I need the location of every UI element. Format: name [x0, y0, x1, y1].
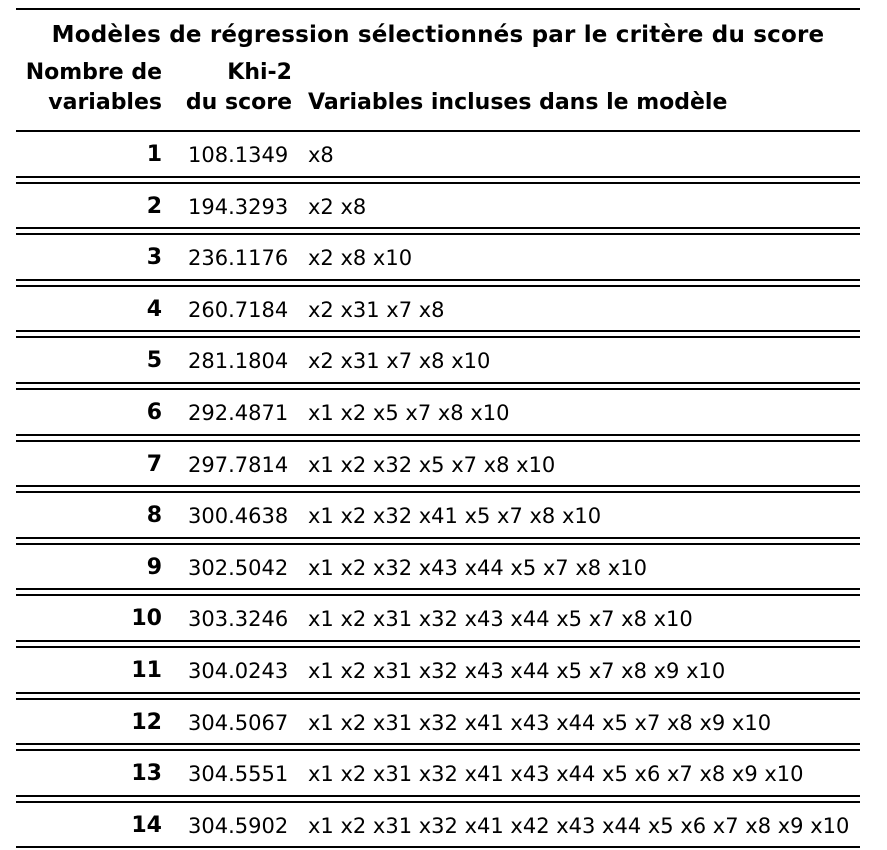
row-separator: [16, 743, 860, 752]
row-variables: x1 x2 x32 x43 x44 x5 x7 x8 x10: [308, 555, 647, 580]
row-num-vars: 3: [146, 245, 162, 271]
row-separator: [16, 588, 860, 597]
table-row: 3 236.1176 x2 x8 x10: [16, 235, 860, 279]
table-row: 8 300.4638 x1 x2 x32 x41 x5 x7 x8 x10: [16, 493, 860, 537]
table-row: 12 304.5067 x1 x2 x31 x32 x41 x43 x44 x5 x…: [16, 700, 860, 744]
table-row: 1 108.1349 x8: [16, 132, 860, 176]
table-row: 4 260.7184 x2 x31 x7 x8: [16, 287, 860, 331]
header-num-vars-line2: variables: [48, 90, 162, 115]
row-variables: x8: [308, 143, 334, 167]
row-separator: [16, 175, 860, 184]
table-bottom-rule: [16, 846, 860, 849]
row-separator: [16, 639, 860, 648]
header-variables: Variables incluses dans le modèle: [308, 90, 728, 115]
table-header: Nombre de variables Khi-2 du score Varia…: [16, 58, 860, 130]
row-chi2: 281.1804: [188, 349, 289, 374]
row-num-vars: 2: [146, 193, 162, 219]
row-separator: [16, 794, 860, 803]
row-chi2: 260.7184: [188, 297, 289, 322]
row-variables: x1 x2 x31 x32 x41 x43 x44 x5 x7 x8 x9 x1…: [308, 710, 772, 735]
row-chi2: 194.3293: [188, 194, 289, 219]
row-variables: x2 x31 x7 x8: [308, 297, 445, 322]
row-separator: [16, 278, 860, 287]
row-num-vars: 11: [131, 657, 162, 683]
row-variables: x1 x2 x31 x32 x43 x44 x5 x7 x8 x10: [308, 607, 693, 632]
row-variables: x2 x8 x10: [308, 246, 413, 271]
row-separator: [16, 381, 860, 390]
row-num-vars: 5: [146, 348, 162, 374]
row-chi2: 304.5551: [188, 762, 289, 787]
row-num-vars: 12: [131, 709, 162, 735]
row-num-vars: 14: [131, 812, 162, 838]
row-separator: [16, 485, 860, 494]
row-chi2: 304.5067: [188, 710, 289, 735]
row-variables: x1 x2 x32 x41 x5 x7 x8 x10: [308, 504, 602, 529]
row-num-vars: 1: [146, 142, 162, 167]
header-chi2-line2: du score: [185, 90, 292, 115]
row-num-vars: 13: [131, 761, 162, 787]
row-chi2: 303.3246: [188, 607, 289, 632]
header-chi2-line1: Khi-2: [227, 60, 292, 85]
header-rule: [16, 130, 860, 132]
row-variables: x1 x2 x31 x32 x41 x43 x44 x5 x6 x7 x8 x9…: [308, 762, 804, 787]
table-row: 13 304.5551 x1 x2 x31 x32 x41 x43 x44 x5 x…: [16, 751, 860, 795]
row-separator: [16, 330, 860, 339]
table-row: 6 292.4871 x1 x2 x5 x7 x8 x10: [16, 390, 860, 434]
row-chi2: 297.7814: [188, 452, 289, 477]
table-row: 7 297.7814 x1 x2 x32 x5 x7 x8 x10: [16, 442, 860, 486]
regression-table: Modèles de régression sélectionnés par l…: [16, 8, 860, 849]
table-body: 1 108.1349 x8 2 194.3293 x2 x8 3 236.1176 x2 x8 …: [16, 132, 860, 849]
table-row: 10 303.3246 x1 x2 x31 x32 x43 x44 x5 x7 x8…: [16, 596, 860, 640]
table-row: 11 304.0243 x1 x2 x31 x32 x43 x44 x5 x7 x8…: [16, 648, 860, 692]
row-num-vars: 4: [146, 296, 162, 322]
row-num-vars: 7: [146, 451, 162, 477]
table-row: 9 302.5042 x1 x2 x32 x43 x44 x5 x7 x8 x10: [16, 545, 860, 589]
row-separator: [16, 227, 860, 236]
row-chi2: 108.1349: [188, 143, 289, 167]
row-separator: [16, 691, 860, 700]
row-separator: [16, 536, 860, 545]
row-chi2: 304.5902: [188, 813, 289, 838]
table-title: Modèles de régression sélectionnés par l…: [51, 22, 825, 48]
row-variables: x2 x8: [308, 194, 367, 219]
row-chi2: 292.4871: [188, 400, 289, 425]
row-variables: x1 x2 x31 x32 x43 x44 x5 x7 x8 x9 x10: [308, 658, 726, 683]
table-top-rule: [16, 8, 860, 10]
row-chi2: 304.0243: [188, 658, 289, 683]
row-variables: x1 x2 x5 x7 x8 x10: [308, 400, 510, 425]
header-num-vars-line1: Nombre de: [25, 60, 162, 85]
row-variables: x1 x2 x32 x5 x7 x8 x10: [308, 452, 556, 477]
row-num-vars: 9: [146, 554, 162, 580]
row-chi2: 300.4638: [188, 504, 289, 529]
table-row: 5 281.1804 x2 x31 x7 x8 x10: [16, 338, 860, 382]
row-num-vars: 6: [146, 399, 162, 425]
row-num-vars: 10: [131, 606, 162, 632]
row-variables: x1 x2 x31 x32 x41 x42 x43 x44 x5 x6 x7 x…: [308, 813, 850, 838]
row-chi2: 236.1176: [188, 246, 289, 271]
table-row: 14 304.5902 x1 x2 x31 x32 x41 x42 x43 x44 …: [16, 803, 860, 847]
row-separator: [16, 433, 860, 442]
row-chi2: 302.5042: [188, 555, 289, 580]
table-row: 2 194.3293 x2 x8: [16, 184, 860, 228]
row-variables: x2 x31 x7 x8 x10: [308, 349, 491, 374]
row-num-vars: 8: [146, 503, 162, 529]
